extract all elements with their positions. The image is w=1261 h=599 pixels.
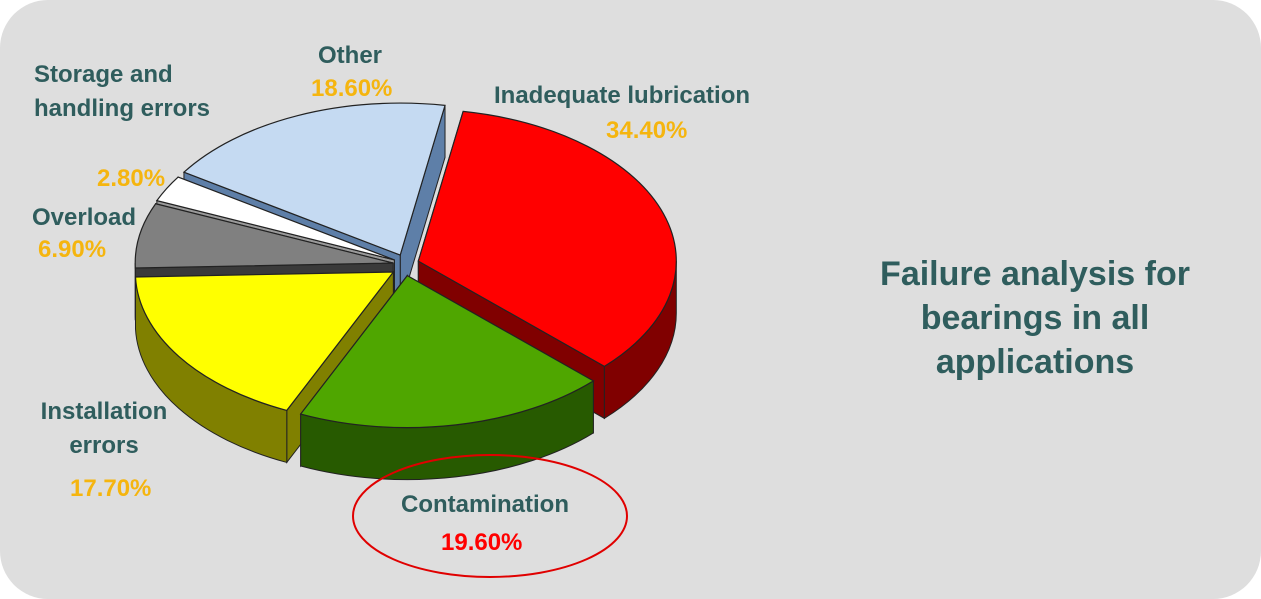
highlight-ellipse bbox=[352, 454, 628, 578]
label-overload: Overload bbox=[32, 204, 137, 231]
value-overload: 6.90% bbox=[38, 236, 107, 263]
value-other: 18.60% bbox=[311, 75, 393, 102]
slice-overload bbox=[134, 203, 394, 269]
slice-other bbox=[182, 102, 446, 256]
label-storage-and-handling-errors: Storage and handling errors bbox=[34, 58, 214, 126]
value-storage-and-handling-errors: 2.80% bbox=[97, 165, 166, 192]
slice-inadequate-lubrication bbox=[417, 110, 677, 368]
pie-tops bbox=[134, 102, 677, 429]
label-inadequate-lubrication: Inadequate lubrication bbox=[494, 82, 751, 109]
label-contamination: Contamination bbox=[401, 491, 569, 518]
slice-installation-errors bbox=[134, 271, 395, 412]
slice-label-storage: Storage and handling errors bbox=[34, 61, 211, 122]
value-contamination: 19.60% bbox=[441, 529, 523, 556]
slice-label-installation: Installation errors bbox=[40, 398, 168, 459]
slice-storage-and-handling-errors bbox=[155, 176, 395, 261]
label-installation-errors: Installation errors bbox=[28, 395, 180, 463]
chart-title: Failure analysis for bearings in all app… bbox=[880, 255, 1190, 381]
slice-contamination bbox=[299, 274, 595, 429]
value-installation-errors: 17.70% bbox=[70, 475, 152, 502]
value-inadequate-lubrication: 34.40% bbox=[606, 117, 688, 144]
label-other: Other bbox=[318, 42, 383, 69]
